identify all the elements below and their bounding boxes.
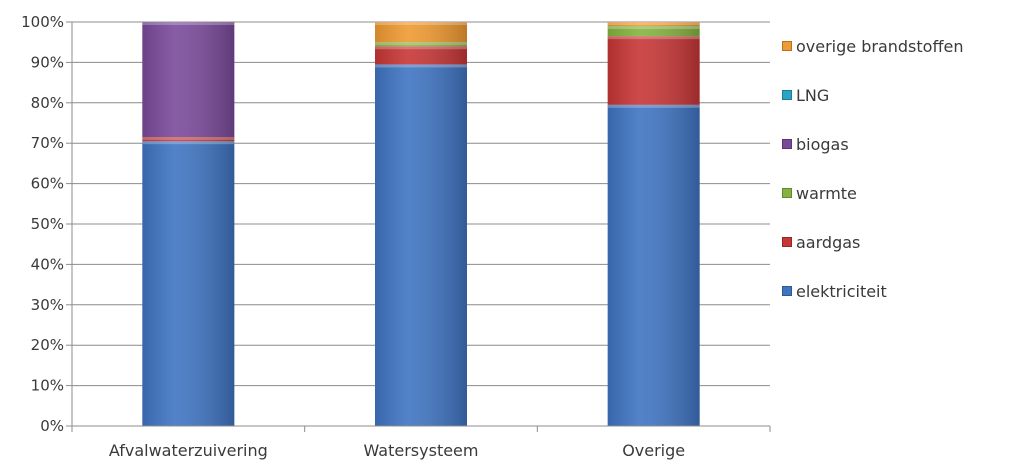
legend-swatch — [782, 237, 792, 248]
y-tick-label: 70% — [31, 134, 64, 152]
legend-item: biogas — [782, 132, 963, 157]
bar-segment-highlight — [142, 137, 235, 141]
x-category-label: Watersysteem — [364, 441, 479, 460]
legend-label: elektriciteit — [796, 281, 887, 301]
legend-swatch — [782, 90, 792, 101]
legend-swatch — [782, 188, 792, 199]
y-tick-label: 60% — [31, 175, 64, 193]
y-tick-label: 80% — [31, 94, 64, 112]
bar-segment-shading — [142, 137, 235, 142]
bar-segment-shading — [375, 22, 467, 43]
legend-label: LNG — [796, 85, 830, 105]
legend-item: overige brandstoffen — [782, 34, 963, 59]
bar-segment-highlight — [142, 141, 235, 145]
x-category-label: Overige — [622, 441, 685, 460]
y-tick-label: 40% — [31, 255, 64, 273]
legend-swatch — [782, 41, 792, 52]
y-tick-label: 0% — [40, 417, 64, 435]
bar-segment-shading — [142, 22, 235, 138]
y-tick-label: 20% — [31, 336, 64, 354]
bar-segment-highlight — [607, 36, 700, 40]
legend-label: biogas — [796, 134, 849, 154]
legend-item: aardgas — [782, 230, 963, 255]
bar-segment-highlight — [607, 26, 700, 30]
bar-segment-highlight — [375, 46, 467, 50]
legend-label: aardgas — [796, 232, 861, 252]
legend-swatch — [782, 139, 792, 150]
bar-segment-shading — [375, 46, 467, 65]
legend-label: warmte — [796, 183, 857, 203]
x-category-label: Afvalwaterzuivering — [109, 441, 268, 460]
bar-segment-highlight — [375, 64, 467, 68]
bar-segment-highlight — [375, 22, 467, 25]
chart-legend: overige brandstoffen LNG biogas warmte aardg… — [782, 34, 963, 328]
bar-segment-shading — [607, 104, 700, 426]
y-tick-label: 10% — [31, 377, 64, 395]
bar-segment-shading — [375, 64, 467, 427]
bar-segment-shading — [607, 36, 700, 105]
legend-item: warmte — [782, 181, 963, 206]
axes: 0% 10% 20% 30% 40% 50% 60% 70% 80% 90% 100% Afvalwa… — [21, 13, 771, 460]
bar-segment-shading — [142, 141, 235, 426]
y-tick-label: 90% — [31, 53, 64, 71]
legend-label: overige brandstoffen — [796, 36, 964, 56]
y-tick-label: 100% — [21, 13, 64, 31]
y-tick-label: 30% — [31, 296, 64, 314]
y-tick-label: 50% — [31, 215, 64, 233]
bars — [142, 22, 700, 427]
bar-segment-shading — [375, 42, 467, 47]
bar-segment-shading — [607, 22, 700, 27]
bar-segment-highlight — [142, 22, 235, 25]
bar-segment-shading — [607, 26, 700, 37]
bar-segment-highlight — [607, 104, 700, 108]
legend-swatch — [782, 286, 792, 297]
legend-item: LNG — [782, 83, 963, 108]
bar-segment-highlight — [607, 22, 700, 25]
bar-segment-highlight — [375, 42, 467, 46]
legend-item: elektriciteit — [782, 279, 963, 304]
